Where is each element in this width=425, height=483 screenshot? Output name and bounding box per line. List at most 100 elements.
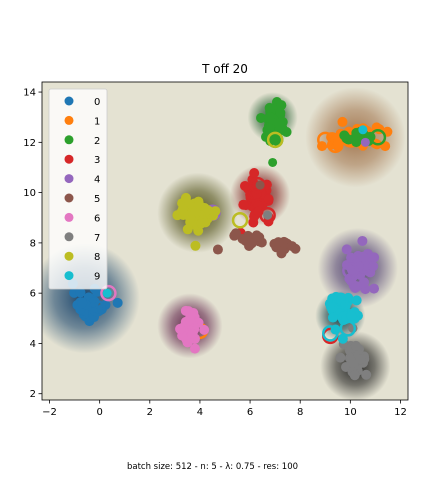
point-2 <box>264 112 275 123</box>
y-tick-label: 12 <box>23 138 36 149</box>
y-tick-label: 6 <box>30 289 36 300</box>
point-2 <box>264 123 275 134</box>
point-2 <box>256 112 267 123</box>
legend-marker-6 <box>64 212 74 222</box>
point-9 <box>346 310 357 321</box>
point-8 <box>210 206 221 217</box>
prototype-ring-3 <box>259 206 276 224</box>
x-tick-label: 2 <box>147 407 153 418</box>
legend-label-6: 6 <box>94 213 100 224</box>
prototype-ring-8 <box>231 212 249 229</box>
point-4 <box>368 261 379 272</box>
point-2 <box>275 107 286 118</box>
point-4 <box>360 137 370 147</box>
legend-marker-4 <box>64 174 74 184</box>
legend-box <box>48 88 108 290</box>
legend-marker-5 <box>64 193 74 203</box>
point-2 <box>273 118 284 129</box>
prototype-ring-9 <box>339 320 357 337</box>
series-5 <box>212 180 358 333</box>
point-2 <box>343 134 354 145</box>
chart-title: T off 20 <box>201 62 248 76</box>
legend-label-0: 0 <box>94 97 100 108</box>
prototype-ring-0 <box>88 299 106 317</box>
y-tick-label: 2 <box>30 389 36 400</box>
point-5 <box>252 231 263 242</box>
legend-marker-7 <box>64 232 74 242</box>
point-7 <box>349 370 360 381</box>
series-7 <box>263 210 372 381</box>
point-8 <box>180 192 191 203</box>
point-4 <box>368 283 379 294</box>
prototype-ring-8 <box>266 131 284 149</box>
point-3 <box>263 194 274 205</box>
point-7 <box>335 352 346 363</box>
legend-label-4: 4 <box>94 175 100 186</box>
legend-label-8: 8 <box>94 252 100 263</box>
legend: 0 1 2 3 4 5 6 7 8 9 <box>48 88 108 290</box>
point-6 <box>199 324 210 335</box>
point-8 <box>196 218 207 229</box>
legend-marker-1 <box>64 115 74 125</box>
point-5 <box>277 245 288 256</box>
point-0 <box>75 287 86 298</box>
prototype-ring-4 <box>342 262 359 279</box>
point-2 <box>264 102 275 113</box>
prototype-ring-9 <box>332 292 349 309</box>
y-tick-label: 14 <box>23 88 36 99</box>
point-6 <box>180 316 191 327</box>
series-0 <box>67 278 123 327</box>
point-6 <box>175 323 186 334</box>
x-tick-label: 12 <box>394 407 407 418</box>
series-9 <box>102 125 368 344</box>
point-4 <box>357 235 368 246</box>
point-0 <box>92 286 103 297</box>
plot-frame <box>41 81 409 401</box>
point-8 <box>190 240 201 251</box>
point-6 <box>189 343 200 354</box>
prototype-ring-9 <box>322 325 339 342</box>
series-3 <box>235 168 339 345</box>
point-8 <box>182 224 193 235</box>
legend-marker-9 <box>64 271 74 281</box>
series-6 <box>100 284 210 354</box>
legend-label-3: 3 <box>94 155 100 166</box>
prototype-ring-2 <box>369 129 387 146</box>
legend-label-5: 5 <box>94 194 100 205</box>
prototype-ring-1 <box>327 136 344 154</box>
legend-label-1: 1 <box>94 116 100 127</box>
point-5 <box>286 241 297 252</box>
x-tick-label: 10 <box>344 407 357 418</box>
point-3 <box>249 168 260 179</box>
x-tick-label: 8 <box>297 407 303 418</box>
legend-marker-0 <box>64 96 74 106</box>
series-4 <box>204 137 380 295</box>
point-0 <box>77 298 88 309</box>
x-tick-label: −2 <box>42 407 57 418</box>
legend-marker-3 <box>64 154 74 164</box>
point-9 <box>327 312 338 323</box>
point-4 <box>341 244 352 255</box>
legend-marker-2 <box>64 135 74 145</box>
x-tick-label: 0 <box>96 407 102 418</box>
point-0 <box>112 297 123 308</box>
point-5 <box>212 244 223 255</box>
point-2 <box>268 157 278 167</box>
point-7 <box>355 354 366 365</box>
point-5 <box>273 237 284 248</box>
point-4 <box>358 252 369 263</box>
y-tick-label: 10 <box>23 188 36 199</box>
points-layer <box>67 97 393 381</box>
prototype-ring-8 <box>184 199 201 216</box>
point-3 <box>238 199 249 210</box>
point-9 <box>102 288 112 298</box>
point-6 <box>187 328 198 339</box>
point-9 <box>351 295 362 306</box>
y-tick-label: 8 <box>30 238 36 249</box>
x-tick-label: 6 <box>247 407 253 418</box>
point-7 <box>361 369 372 380</box>
plot-area <box>42 82 408 400</box>
point-9 <box>358 125 368 135</box>
